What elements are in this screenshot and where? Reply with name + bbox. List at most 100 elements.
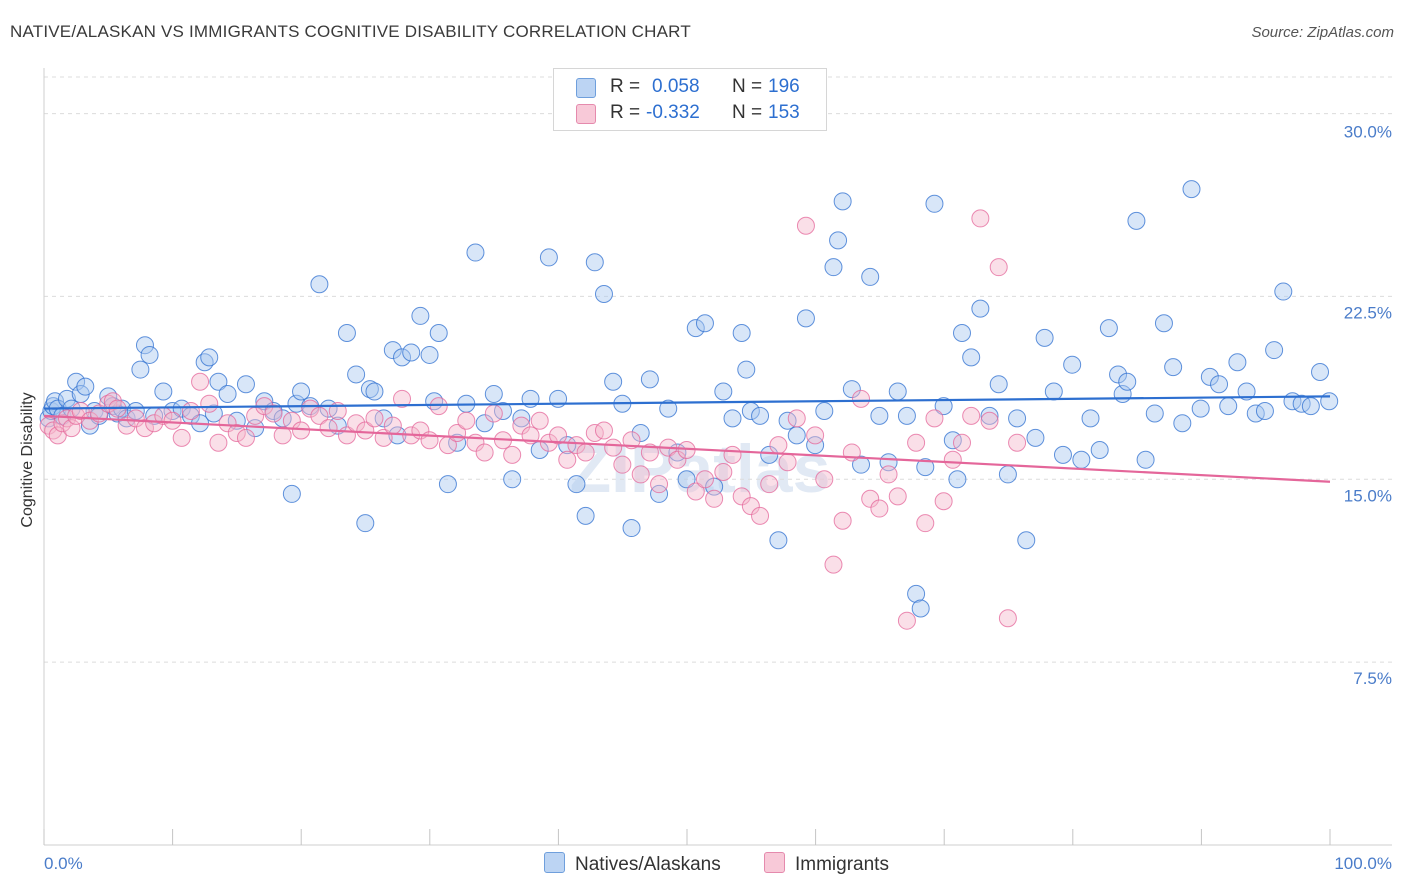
point-immigrants xyxy=(962,406,981,425)
point-immigrants xyxy=(576,443,595,462)
point-natives xyxy=(154,382,173,401)
point-natives xyxy=(796,309,815,328)
point-natives xyxy=(236,375,255,394)
point-immigrants xyxy=(80,411,99,430)
point-natives xyxy=(585,253,604,272)
point-natives xyxy=(420,345,439,364)
point-immigrants xyxy=(356,421,375,440)
point-natives xyxy=(760,445,779,464)
point-natives xyxy=(1301,397,1320,416)
point-immigrants xyxy=(181,402,200,421)
point-immigrants xyxy=(833,511,852,530)
bottom-legend-immigrants: Immigrants xyxy=(764,852,889,876)
point-natives xyxy=(39,409,58,428)
source-label: Source: ZipAtlas.com xyxy=(1251,24,1394,41)
point-natives xyxy=(631,423,650,442)
legend-swatch-pink xyxy=(576,104,596,124)
legend-swatch-blue xyxy=(576,78,596,98)
point-natives xyxy=(998,465,1017,484)
point-natives xyxy=(962,348,981,367)
point-immigrants xyxy=(650,475,669,494)
point-immigrants xyxy=(824,555,843,574)
point-natives xyxy=(925,194,944,213)
point-natives xyxy=(204,404,223,423)
point-natives xyxy=(824,258,843,277)
point-immigrants xyxy=(301,399,320,418)
point-immigrants xyxy=(292,421,311,440)
point-immigrants xyxy=(191,372,210,391)
point-immigrants xyxy=(1008,433,1027,452)
point-natives xyxy=(1063,355,1082,374)
point-natives xyxy=(503,470,522,489)
point-natives xyxy=(356,514,375,533)
point-natives xyxy=(46,392,65,411)
point-natives xyxy=(622,519,641,538)
point-immigrants xyxy=(998,609,1017,628)
point-natives xyxy=(310,275,329,294)
point-immigrants xyxy=(980,411,999,430)
point-natives xyxy=(888,382,907,401)
point-immigrants xyxy=(732,487,751,506)
point-immigrants xyxy=(62,419,81,438)
point-natives xyxy=(677,470,696,489)
point-immigrants xyxy=(594,421,613,440)
point-natives xyxy=(131,360,150,379)
bottom-legend-swatch-pink xyxy=(764,852,785,873)
point-natives xyxy=(980,406,999,425)
correlation-legend: R = 0.058 N = 196 R = -0.332 N = 153 xyxy=(553,68,827,131)
point-natives xyxy=(732,324,751,342)
point-immigrants xyxy=(135,419,154,438)
point-natives xyxy=(1164,358,1183,377)
point-immigrants xyxy=(861,489,880,508)
point-immigrants xyxy=(604,438,623,457)
point-natives xyxy=(282,484,301,503)
point-immigrants xyxy=(888,487,907,506)
point-immigrants xyxy=(806,426,825,445)
point-immigrants xyxy=(71,402,90,421)
point-immigrants xyxy=(815,470,834,489)
point-natives xyxy=(948,470,967,489)
point-immigrants xyxy=(218,414,237,433)
point-natives xyxy=(1237,382,1256,401)
point-immigrants xyxy=(953,433,971,452)
point-immigrants xyxy=(907,433,926,452)
point-natives xyxy=(1200,367,1219,386)
point-immigrants xyxy=(264,404,283,423)
point-natives xyxy=(1182,180,1201,199)
point-immigrants xyxy=(705,489,724,508)
point-immigrants xyxy=(48,426,67,445)
point-immigrants xyxy=(769,436,788,455)
point-immigrants xyxy=(227,423,246,442)
point-natives xyxy=(383,341,402,360)
point-immigrants xyxy=(503,445,522,464)
point-natives xyxy=(769,531,788,550)
point-immigrants xyxy=(365,409,384,428)
point-immigrants xyxy=(934,492,953,511)
legend-r-label: R = xyxy=(610,102,641,123)
point-natives xyxy=(1274,282,1293,301)
point-natives xyxy=(640,370,659,389)
point-natives xyxy=(861,267,880,286)
point-immigrants xyxy=(512,416,531,435)
point-natives xyxy=(135,336,154,355)
point-natives xyxy=(76,377,95,396)
x-tick-label: 0.0% xyxy=(44,854,83,873)
point-natives xyxy=(209,372,228,391)
point-natives xyxy=(907,584,926,603)
point-natives xyxy=(411,306,430,325)
legend-r-value: 0.058 xyxy=(652,76,700,97)
point-natives xyxy=(558,436,577,455)
point-natives xyxy=(1026,428,1045,447)
point-natives xyxy=(1265,341,1284,360)
point-natives xyxy=(971,299,990,318)
point-immigrants xyxy=(787,409,806,428)
point-natives xyxy=(576,506,595,525)
point-natives xyxy=(870,406,889,425)
point-natives xyxy=(815,402,834,421)
point-immigrants xyxy=(751,506,770,525)
point-immigrants xyxy=(273,426,292,445)
point-immigrants xyxy=(530,411,549,430)
point-natives xyxy=(374,409,393,428)
point-natives xyxy=(1173,414,1192,433)
point-immigrants xyxy=(200,394,219,413)
